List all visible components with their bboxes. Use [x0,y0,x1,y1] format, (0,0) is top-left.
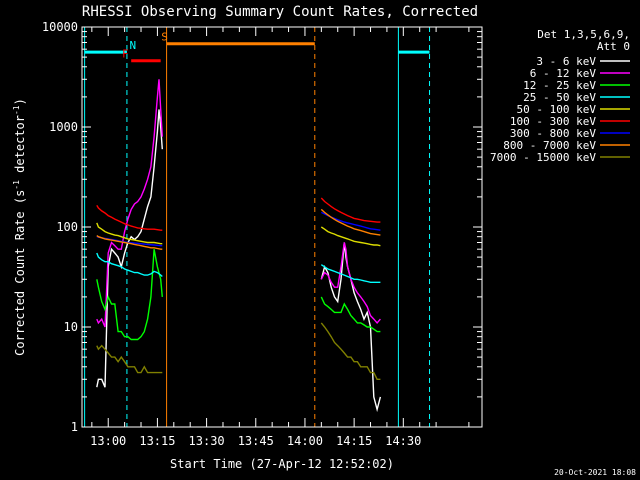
series-line [96,109,163,388]
x-tick-label: 13:15 [139,434,175,448]
series-line [96,79,163,328]
data-layer: NF S [84,27,431,427]
axes-layer: 1 10 100 1000 10000 13:00 13:15 13:30 13:45 14:00… [42,20,482,448]
y-axis-label-part-2: detector [13,115,27,180]
series-line [96,252,163,278]
y-axis-label-part-3: ) [13,98,27,105]
x-tick-label: 13:00 [90,434,126,448]
y-axis-label-part-1: Corrected Count Rate (s [13,190,27,356]
series-line [320,208,381,236]
legend-entry-label: 50 - 100 keV [517,103,597,116]
render-timestamp: 20-Oct-2021 18:08 [554,468,636,477]
legend-title-detectors: Det 1,3,5,6,9, [537,28,630,41]
series-line [320,197,381,223]
series-line [320,226,381,247]
series-line [320,264,381,283]
interval-label: N [130,39,137,52]
legend-entry-label: 7000 - 15000 keV [490,151,596,164]
x-tick-label: 14:15 [336,434,372,448]
legend-entry-label: 3 - 6 keV [536,55,596,68]
x-tick-label: 13:30 [189,434,225,448]
legend-entry-label: 300 - 800 keV [510,127,596,140]
chart-title: RHESSI Observing Summary Count Rates, Co… [82,4,478,20]
series-line [96,344,163,374]
y-tick-label: 10000 [42,20,78,34]
series-line [320,322,381,380]
legend-entry-label: 800 - 7000 keV [503,139,596,152]
x-axis-label: Start Time (27-Apr-12 12:52:02) [170,457,394,471]
y-tick-label: 10 [64,320,78,334]
interval-label: S [161,31,168,44]
y-axis-label-sup-1: -1 [12,180,21,190]
series-line [96,204,163,231]
y-tick-label: 100 [56,220,78,234]
series-line [320,242,381,324]
x-tick-label: 13:45 [238,434,274,448]
x-tick-label: 14:30 [385,434,421,448]
legend-entry-label: 6 - 12 keV [530,67,597,80]
interval-label: F [122,48,129,61]
series-line [320,296,381,333]
legend-entry-label: 25 - 50 keV [523,91,596,104]
legend-title-attenuator: Att 0 [597,40,630,53]
legend-entry-label: 100 - 300 keV [510,115,596,128]
y-tick-label: 1 [71,420,78,434]
x-tick-label: 14:00 [287,434,323,448]
series-line [96,222,163,245]
y-axis-label-sup-2: -1 [12,105,21,115]
legend-entry-label: 12 - 25 keV [523,79,596,92]
y-axis-label: Corrected Count Rate (s-1 detector-1) [12,98,27,356]
y-tick-label: 1000 [49,120,78,134]
series-line [96,235,163,250]
